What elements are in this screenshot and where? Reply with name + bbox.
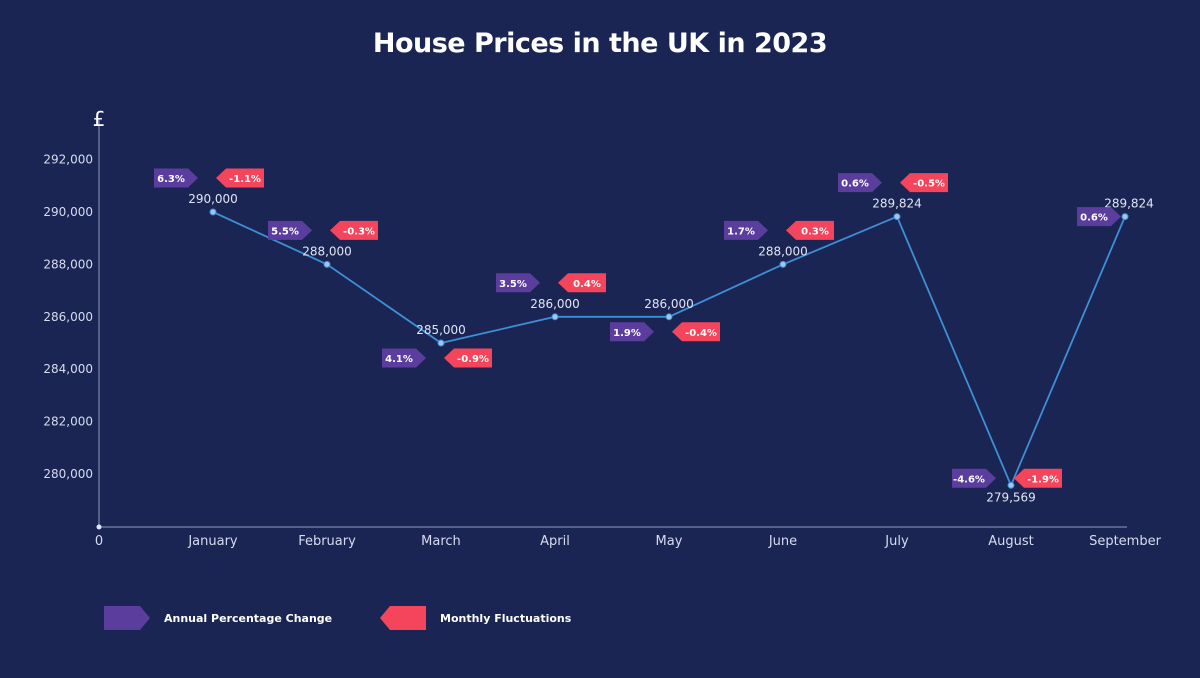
legend-item-monthly: Monthly Fluctuations — [380, 606, 571, 630]
legend-label-annual: Annual Percentage Change — [164, 611, 333, 625]
monthly-fluctuation-label: -0.4% — [685, 328, 717, 339]
y-axis-unit: £ — [93, 107, 106, 131]
data-value-label: 286,000 — [530, 297, 580, 311]
y-tick-label: 290,000 — [43, 205, 93, 219]
annual-change-label: 6.3% — [157, 174, 185, 185]
annual-change-tag — [610, 322, 654, 342]
monthly-fluctuation-tag — [1014, 468, 1062, 488]
annual-change-label: 1.9% — [613, 328, 641, 339]
monthly-fluctuation-tag — [558, 273, 606, 293]
data-value-label: 288,000 — [758, 244, 808, 258]
data-value-label: 289,824 — [1104, 197, 1154, 211]
y-tick-label: 292,000 — [43, 153, 93, 167]
data-value-label: 288,000 — [302, 244, 352, 258]
monthly-fluctuation-tag — [330, 220, 378, 240]
data-point — [893, 213, 901, 221]
x-tick-label: February — [298, 534, 356, 549]
data-value-label: 279,569 — [986, 490, 1036, 504]
annual-swatch — [104, 606, 150, 630]
monthly-fluctuation-tag — [444, 348, 492, 368]
x-tick-label: August — [988, 534, 1034, 549]
monthly-fluctuation-tag — [216, 168, 264, 188]
x-tick-label: April — [540, 534, 570, 549]
annual-change-label: 4.1% — [385, 354, 413, 365]
monthly-swatch — [380, 606, 426, 630]
data-point — [665, 313, 673, 321]
monthly-fluctuation-label: 0.4% — [573, 279, 601, 290]
data-point — [551, 313, 559, 321]
monthly-fluctuation-label: -0.5% — [913, 179, 945, 190]
x-tick-label: June — [768, 534, 797, 549]
annual-change-tag — [496, 273, 540, 293]
data-value-label: 289,824 — [872, 197, 922, 211]
origin-marker — [96, 524, 102, 530]
x-tick-label: May — [656, 534, 683, 549]
monthly-fluctuation-label: -1.1% — [229, 174, 261, 185]
annual-change-tag — [952, 468, 996, 488]
x-tick-label: July — [884, 534, 909, 549]
legend-item-annual: Annual Percentage Change — [104, 606, 332, 630]
monthly-fluctuation-label: -0.9% — [457, 354, 489, 365]
monthly-fluctuation-label: 0.3% — [801, 226, 829, 237]
x-tick-label: March — [421, 534, 461, 549]
x-tick-label: September — [1089, 534, 1162, 549]
y-tick-label: 288,000 — [43, 257, 93, 271]
legend-label-monthly: Monthly Fluctuations — [440, 611, 572, 625]
data-point — [1007, 481, 1015, 489]
annual-change-label: 3.5% — [499, 279, 527, 290]
data-point — [779, 260, 787, 268]
monthly-fluctuation-tag — [672, 322, 720, 342]
monthly-fluctuation-label: -0.3% — [343, 226, 375, 237]
annual-change-label: 0.6% — [841, 179, 869, 190]
annual-change-label: 1.7% — [727, 226, 755, 237]
data-value-label: 290,000 — [188, 192, 238, 206]
annual-change-tag — [268, 220, 312, 240]
annual-change-tag — [382, 348, 426, 368]
y-tick-label: 282,000 — [43, 415, 93, 429]
y-tick-label: 280,000 — [43, 467, 93, 481]
data-value-label: 285,000 — [416, 323, 466, 337]
data-value-label: 286,000 — [644, 297, 694, 311]
monthly-fluctuation-tag — [900, 173, 948, 193]
data-point — [437, 339, 445, 347]
y-tick-label: 286,000 — [43, 310, 93, 324]
annual-change-tag — [724, 220, 768, 240]
data-point — [323, 260, 331, 268]
y-tick-label: 284,000 — [43, 362, 93, 376]
data-point — [1121, 213, 1129, 221]
annual-change-label: -4.6% — [953, 474, 985, 485]
origin-label: 0 — [95, 534, 103, 549]
annual-change-tag — [838, 173, 882, 193]
annual-change-label: 5.5% — [271, 226, 299, 237]
chart-title: House Prices in the UK in 2023 — [372, 28, 828, 59]
data-point — [209, 208, 217, 216]
x-tick-label: January — [187, 534, 238, 549]
monthly-fluctuation-tag — [786, 220, 834, 240]
monthly-fluctuation-label: -1.9% — [1027, 474, 1059, 485]
annual-change-label: 0.6% — [1080, 213, 1108, 224]
annual-change-tag — [154, 168, 198, 188]
annual-change-tag — [1077, 207, 1121, 227]
